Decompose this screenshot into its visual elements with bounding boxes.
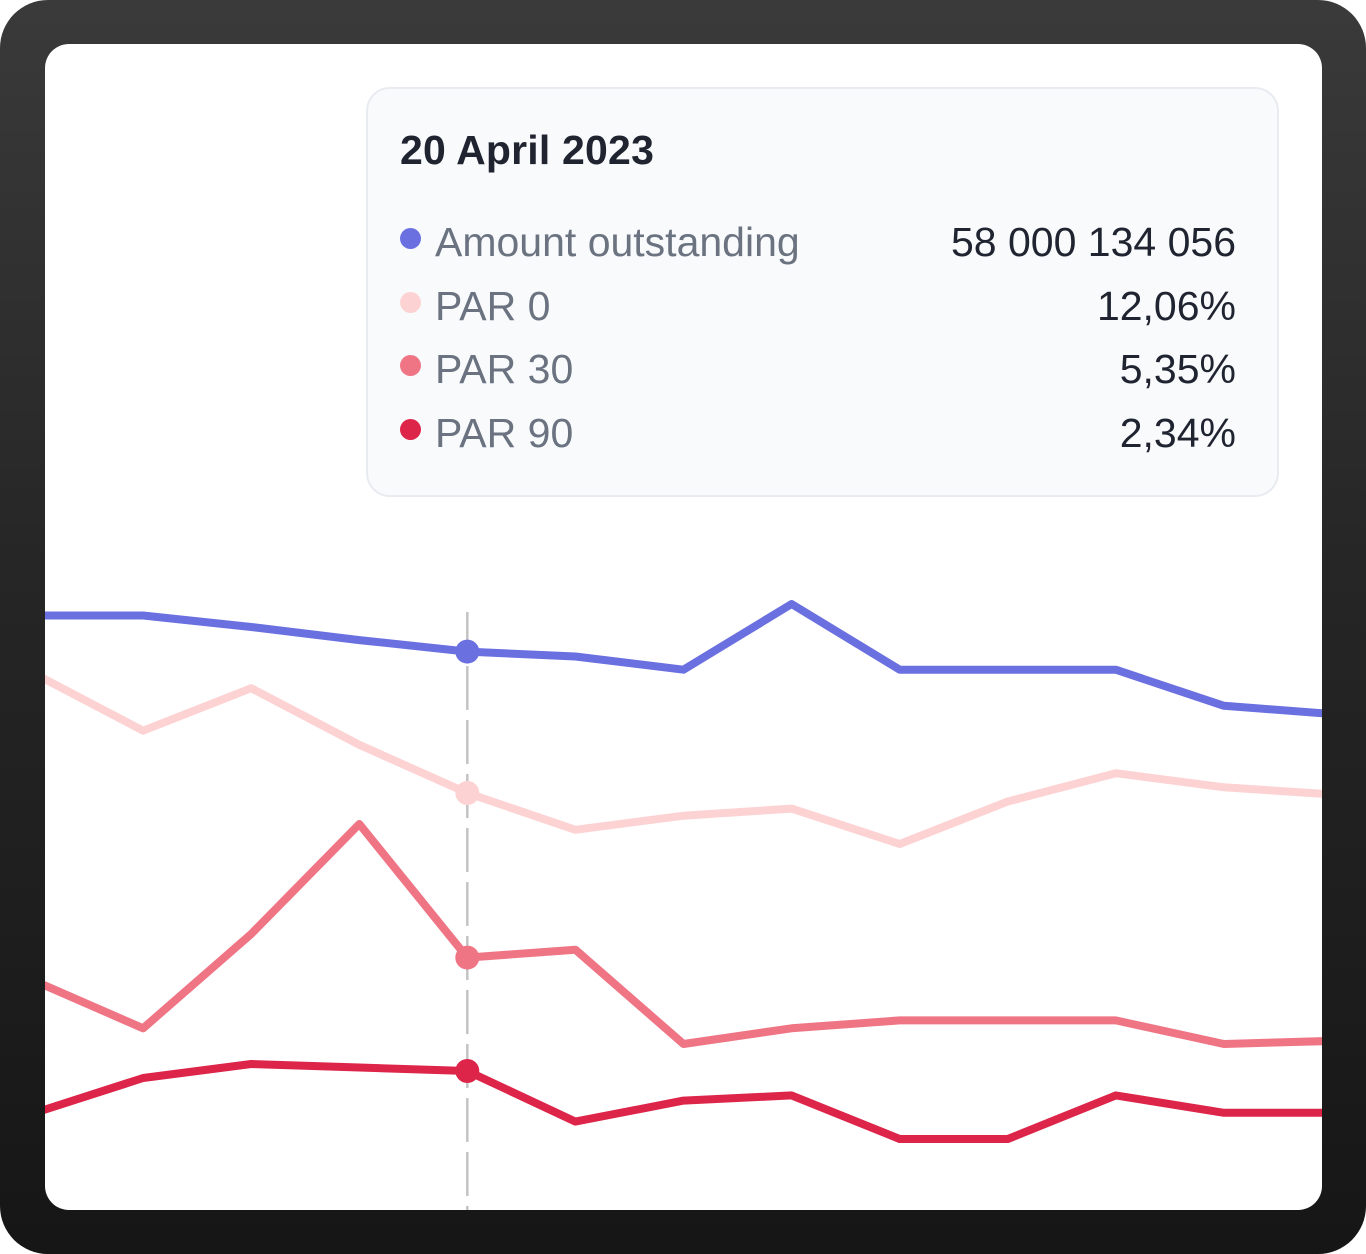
tooltip-row-value: 12,06% xyxy=(1096,282,1236,329)
amount-outstanding-legend-dot xyxy=(400,228,421,250)
highlight-point-par-90 xyxy=(455,1059,480,1083)
tooltip-row-value: 58 000 134 056 xyxy=(951,219,1236,266)
tooltip-row-value: 5,35% xyxy=(1119,346,1236,393)
highlight-point-par-30 xyxy=(455,945,480,970)
series-line-par-0 xyxy=(45,674,1322,848)
par-90-legend-dot xyxy=(400,418,421,440)
par-30-legend-dot xyxy=(400,355,421,377)
tooltip-row-amount-outstanding: Amount outstanding 58 000 134 056 xyxy=(400,211,1236,275)
chart-tooltip: 20 April 2023 Amount outstanding 58 000 … xyxy=(366,87,1279,497)
tooltip-date: 20 April 2023 xyxy=(400,127,655,173)
line-chart xyxy=(45,600,1322,1210)
tooltip-row-label: Amount outstanding xyxy=(435,219,800,266)
tooltip-row-label: PAR 30 xyxy=(435,346,574,393)
tooltip-row-label: PAR 90 xyxy=(435,409,574,456)
tooltip-row-label: PAR 0 xyxy=(435,282,551,329)
tooltip-row-par-0: PAR 0 12,06% xyxy=(400,275,1236,339)
tooltip-row-par-90: PAR 90 2,34% xyxy=(400,402,1236,466)
series-line-par-30 xyxy=(45,820,1322,1048)
tooltip-row-par-30: PAR 30 5,35% xyxy=(400,338,1236,402)
highlight-point-par-0 xyxy=(455,781,480,805)
series-line-amount-outstanding xyxy=(45,600,1322,718)
tooltip-rows: Amount outstanding 58 000 134 056 PAR 0 … xyxy=(400,211,1236,465)
series-line-par-90 xyxy=(45,1060,1322,1143)
chart-screen: 20 April 2023 Amount outstanding 58 000 … xyxy=(45,44,1322,1210)
tooltip-row-value: 2,34% xyxy=(1119,409,1236,456)
par-0-legend-dot xyxy=(400,291,421,313)
highlight-point-amount-outstanding xyxy=(455,639,480,664)
